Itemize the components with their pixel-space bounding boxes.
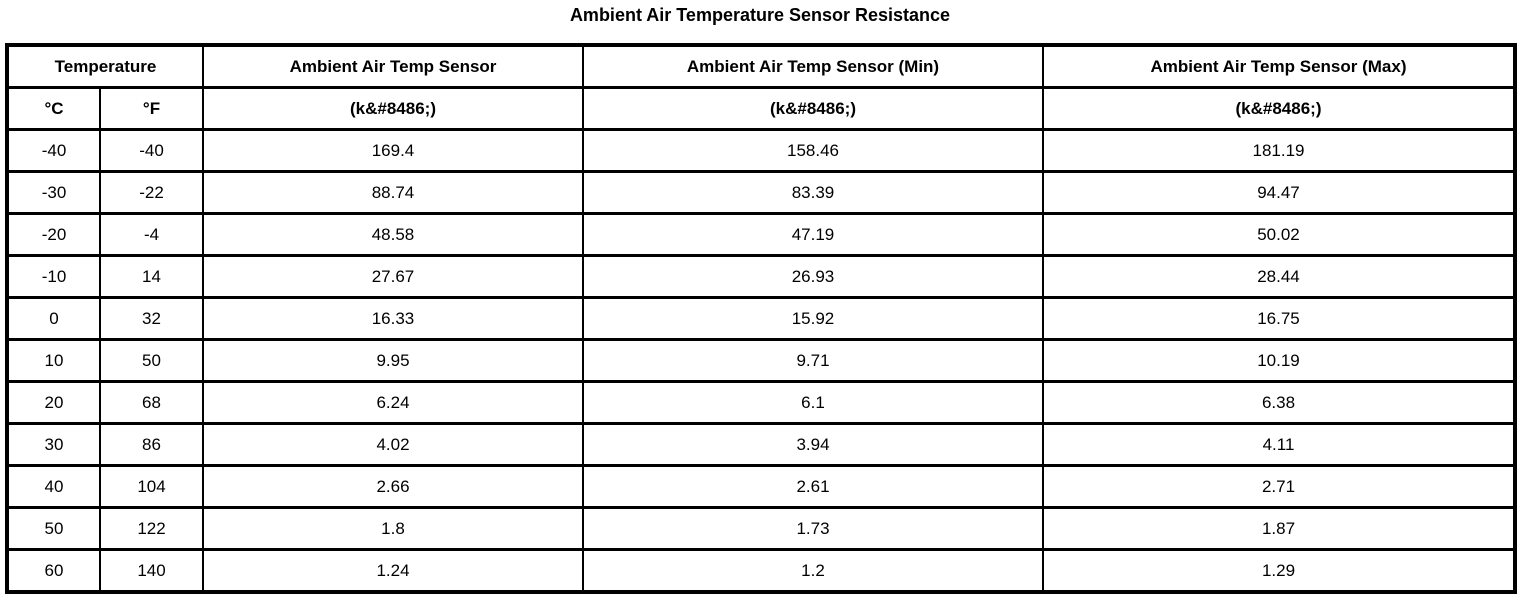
cell-resistance-nominal: 88.74	[202, 170, 584, 215]
cell-resistance-max: 28.44	[1042, 254, 1516, 299]
cell-resistance-nominal: 1.8	[202, 506, 584, 551]
cell-temp-c: 30	[6, 422, 101, 467]
table-row: 60 140 1.24 1.2 1.29	[6, 548, 1516, 594]
cell-resistance-min: 6.1	[582, 380, 1044, 425]
cell-resistance-nominal: 9.95	[202, 338, 584, 383]
cell-resistance-max: 10.19	[1042, 338, 1516, 383]
cell-temp-f: 122	[99, 506, 204, 551]
cell-resistance-nominal: 48.58	[202, 212, 584, 257]
header-unit-sensor: (k&#8486;)	[202, 86, 584, 131]
cell-resistance-min: 47.19	[582, 212, 1044, 257]
header-temperature: Temperature	[6, 43, 204, 89]
cell-resistance-min: 1.2	[582, 548, 1044, 594]
cell-temp-c: 50	[6, 506, 101, 551]
table-row: 10 50 9.95 9.71 10.19	[6, 338, 1516, 383]
cell-resistance-nominal: 6.24	[202, 380, 584, 425]
cell-temp-f: -4	[99, 212, 204, 257]
cell-resistance-min: 158.46	[582, 128, 1044, 173]
table-row: -40 -40 169.4 158.46 181.19	[6, 128, 1516, 173]
cell-resistance-nominal: 169.4	[202, 128, 584, 173]
cell-resistance-min: 83.39	[582, 170, 1044, 215]
cell-temp-f: 104	[99, 464, 204, 509]
cell-resistance-max: 1.87	[1042, 506, 1516, 551]
header-celsius: °C	[6, 86, 101, 131]
cell-temp-f: -22	[99, 170, 204, 215]
cell-resistance-max: 50.02	[1042, 212, 1516, 257]
cell-temp-f: 50	[99, 338, 204, 383]
cell-resistance-min: 15.92	[582, 296, 1044, 341]
cell-resistance-max: 2.71	[1042, 464, 1516, 509]
cell-temp-c: 0	[6, 296, 101, 341]
page-title: Ambient Air Temperature Sensor Resistanc…	[569, 5, 951, 25]
header-unit-sensor-min: (k&#8486;)	[582, 86, 1044, 131]
header-fahrenheit: °F	[99, 86, 204, 131]
cell-temp-c: 10	[6, 338, 101, 383]
cell-resistance-nominal: 27.67	[202, 254, 584, 299]
cell-temp-f: 14	[99, 254, 204, 299]
table-row: 20 68 6.24 6.1 6.38	[6, 380, 1516, 425]
header-sensor-min: Ambient Air Temp Sensor (Min)	[582, 43, 1044, 89]
cell-resistance-min: 1.73	[582, 506, 1044, 551]
cell-resistance-max: 94.47	[1042, 170, 1516, 215]
header-sensor: Ambient Air Temp Sensor	[202, 43, 584, 89]
cell-resistance-nominal: 2.66	[202, 464, 584, 509]
cell-resistance-max: 6.38	[1042, 380, 1516, 425]
table-row: 0 32 16.33 15.92 16.75	[6, 296, 1516, 341]
cell-temp-c: -30	[6, 170, 101, 215]
table-row: 50 122 1.8 1.73 1.87	[6, 506, 1516, 551]
cell-temp-f: 140	[99, 548, 204, 594]
cell-resistance-min: 3.94	[582, 422, 1044, 467]
header-unit-sensor-max: (k&#8486;)	[1042, 86, 1516, 131]
cell-temp-f: -40	[99, 128, 204, 173]
cell-temp-c: -40	[6, 128, 101, 173]
cell-resistance-min: 26.93	[582, 254, 1044, 299]
cell-temp-f: 68	[99, 380, 204, 425]
table-row: 40 104 2.66 2.61 2.71	[6, 464, 1516, 509]
cell-resistance-min: 9.71	[582, 338, 1044, 383]
cell-temp-f: 86	[99, 422, 204, 467]
header-sensor-max: Ambient Air Temp Sensor (Max)	[1042, 43, 1516, 89]
table-row: -20 -4 48.58 47.19 50.02	[6, 212, 1516, 257]
resistance-table: Temperature Ambient Air Temp Sensor Ambi…	[5, 43, 1517, 594]
cell-temp-c: 20	[6, 380, 101, 425]
table-body: -40 -40 169.4 158.46 181.19 -30 -22 88.7…	[6, 128, 1516, 594]
cell-resistance-min: 2.61	[582, 464, 1044, 509]
table-row: -10 14 27.67 26.93 28.44	[6, 254, 1516, 299]
cell-temp-f: 32	[99, 296, 204, 341]
cell-resistance-max: 16.75	[1042, 296, 1516, 341]
cell-resistance-max: 4.11	[1042, 422, 1516, 467]
cell-resistance-nominal: 16.33	[202, 296, 584, 341]
cell-temp-c: 60	[6, 548, 101, 594]
cell-temp-c: -20	[6, 212, 101, 257]
cell-resistance-nominal: 1.24	[202, 548, 584, 594]
cell-temp-c: -10	[6, 254, 101, 299]
cell-resistance-nominal: 4.02	[202, 422, 584, 467]
cell-resistance-max: 1.29	[1042, 548, 1516, 594]
table-row: -30 -22 88.74 83.39 94.47	[6, 170, 1516, 215]
cell-temp-c: 40	[6, 464, 101, 509]
header-row-units: °C °F (k&#8486;) (k&#8486;) (k&#8486;)	[6, 86, 1516, 131]
table-header: Temperature Ambient Air Temp Sensor Ambi…	[6, 43, 1516, 131]
table-row: 30 86 4.02 3.94 4.11	[6, 422, 1516, 467]
header-row-groups: Temperature Ambient Air Temp Sensor Ambi…	[6, 43, 1516, 89]
cell-resistance-max: 181.19	[1042, 128, 1516, 173]
